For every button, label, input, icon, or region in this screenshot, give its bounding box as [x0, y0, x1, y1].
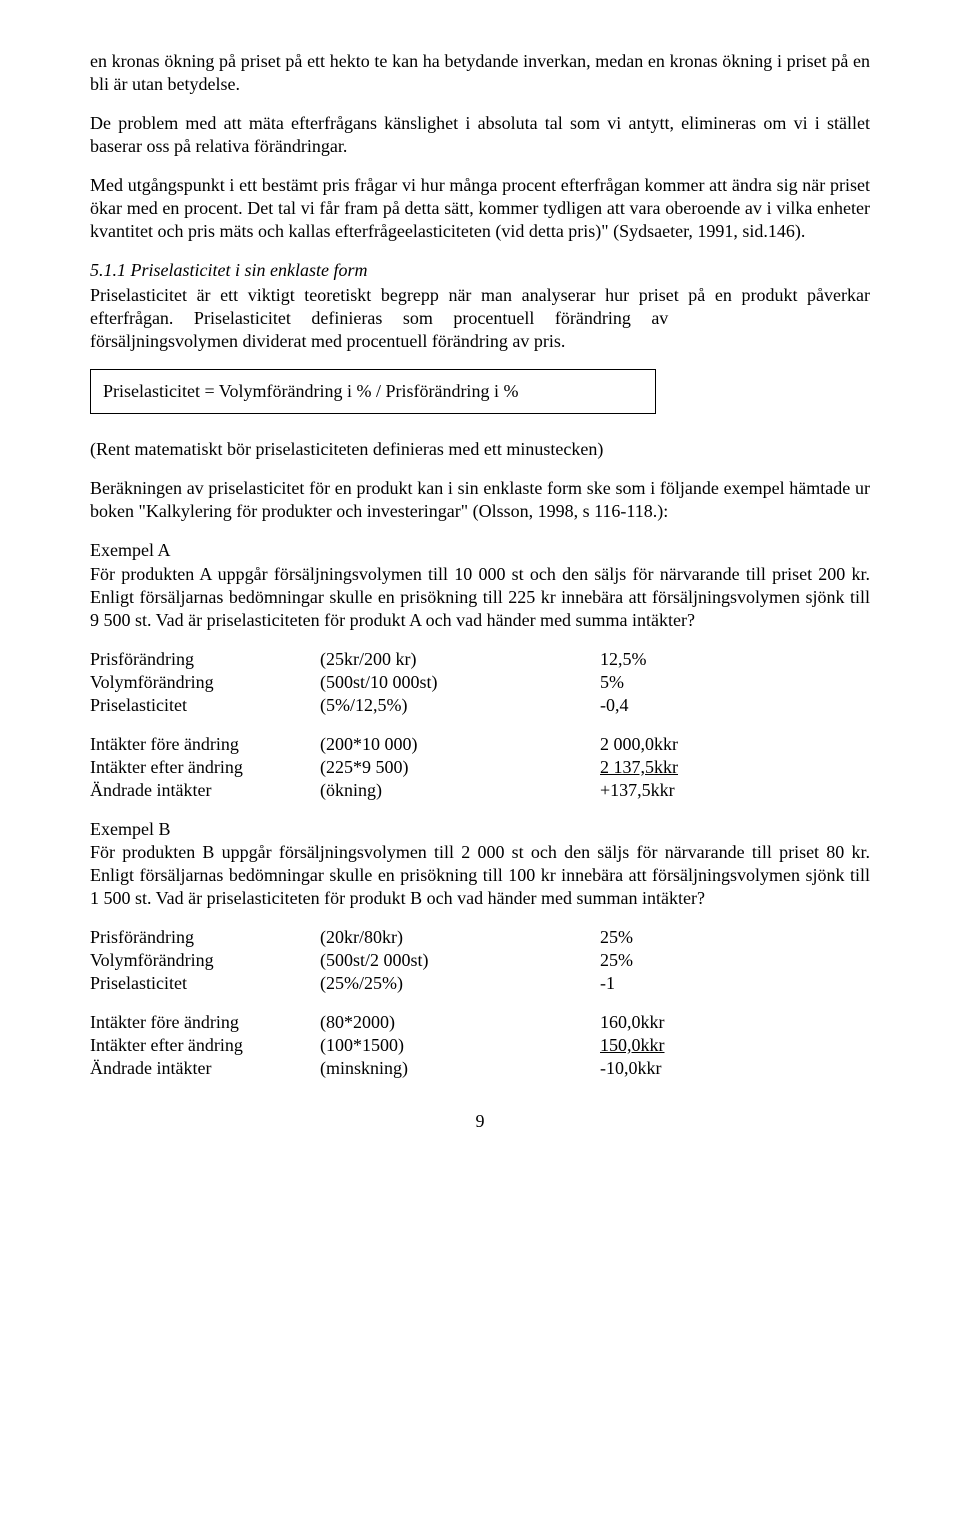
- calc-table-b1: Prisförändring (20kr/80kr) 25% Volymförä…: [90, 926, 870, 995]
- cell-calc: (5%/12,5%): [320, 694, 600, 717]
- cell-value: 5%: [600, 671, 870, 694]
- cell-label: Prisförändring: [90, 926, 320, 949]
- cell-calc: (minskning): [320, 1057, 600, 1080]
- text-run: Priselasticitet är ett viktigt teoretisk…: [90, 285, 807, 305]
- cell-label: Intäkter före ändring: [90, 1011, 320, 1034]
- table-row: Intäkter före ändring (200*10 000) 2 000…: [90, 733, 870, 756]
- cell-value: 2 000,0kkr: [600, 733, 870, 756]
- example-intro: För produkten A uppgår försäljningsvolym…: [90, 563, 870, 632]
- page-number: 9: [90, 1110, 870, 1133]
- cell-value: -10,0kkr: [600, 1057, 870, 1080]
- cell-calc: (100*1500): [320, 1034, 600, 1057]
- table-row: Intäkter efter ändring (100*1500) 150,0k…: [90, 1034, 870, 1057]
- example-intro: För produkten B uppgår försäljningsvolym…: [90, 841, 870, 910]
- cell-value: 25%: [600, 926, 870, 949]
- cell-calc: (20kr/80kr): [320, 926, 600, 949]
- cell-value: 150,0kkr: [600, 1034, 870, 1057]
- cell-label: Intäkter efter ändring: [90, 1034, 320, 1057]
- cell-value: -0,4: [600, 694, 870, 717]
- underlined-value: 150,0kkr: [600, 1035, 665, 1055]
- table-row: Priselasticitet (25%/25%) -1: [90, 972, 870, 995]
- formula-text: Priselasticitet = Volymförändring i % / …: [103, 381, 518, 401]
- text-run: påverkar: [807, 285, 870, 305]
- table-row: Intäkter före ändring (80*2000) 160,0kkr: [90, 1011, 870, 1034]
- cell-calc: (25kr/200 kr): [320, 648, 600, 671]
- cell-calc: (500st/10 000st): [320, 671, 600, 694]
- cell-label: Intäkter före ändring: [90, 733, 320, 756]
- example-title: Exempel A: [90, 539, 870, 562]
- table-row: Ändrade intäkter (ökning) +137,5kkr: [90, 779, 870, 802]
- formula-box: Priselasticitet = Volymförändring i % / …: [90, 369, 656, 414]
- table-row: Prisförändring (25kr/200 kr) 12,5%: [90, 648, 870, 671]
- table-row: Prisförändring (20kr/80kr) 25%: [90, 926, 870, 949]
- cell-label: Prisförändring: [90, 648, 320, 671]
- calc-table-a1: Prisförändring (25kr/200 kr) 12,5% Volym…: [90, 648, 870, 717]
- cell-calc: (25%/25%): [320, 972, 600, 995]
- cell-label: Volymförändring: [90, 671, 320, 694]
- table-row: Volymförändring (500st/10 000st) 5%: [90, 671, 870, 694]
- document-page: en kronas ökning på priset på ett hekto …: [0, 0, 960, 1173]
- cell-calc: (80*2000): [320, 1011, 600, 1034]
- cell-calc: (500st/2 000st): [320, 949, 600, 972]
- calc-table-a2: Intäkter före ändring (200*10 000) 2 000…: [90, 733, 870, 802]
- paragraph: Beräkningen av priselasticitet för en pr…: [90, 477, 870, 523]
- cell-value: 2 137,5kkr: [600, 756, 870, 779]
- cell-value: +137,5kkr: [600, 779, 870, 802]
- cell-label: Ändrade intäkter: [90, 1057, 320, 1080]
- table-row: Volymförändring (500st/2 000st) 25%: [90, 949, 870, 972]
- text-run: efterfrågan. Priselasticitet definieras …: [90, 308, 668, 328]
- calc-table-b2: Intäkter före ändring (80*2000) 160,0kkr…: [90, 1011, 870, 1080]
- cell-label: Intäkter efter ändring: [90, 756, 320, 779]
- cell-value: 160,0kkr: [600, 1011, 870, 1034]
- paragraph: De problem med att mäta efterfrågans kän…: [90, 112, 870, 158]
- table-row: Intäkter efter ändring (225*9 500) 2 137…: [90, 756, 870, 779]
- cell-calc: (ökning): [320, 779, 600, 802]
- cell-calc: (225*9 500): [320, 756, 600, 779]
- cell-calc: (200*10 000): [320, 733, 600, 756]
- paragraph: en kronas ökning på priset på ett hekto …: [90, 50, 870, 96]
- cell-label: Priselasticitet: [90, 972, 320, 995]
- note: (Rent matematiskt bör priselasticiteten …: [90, 438, 870, 461]
- paragraph: Med utgångspunkt i ett bestämt pris fråg…: [90, 174, 870, 243]
- paragraph: Priselasticitet är ett viktigt teoretisk…: [90, 284, 870, 353]
- table-row: Ändrade intäkter (minskning) -10,0kkr: [90, 1057, 870, 1080]
- example-title: Exempel B: [90, 818, 870, 841]
- cell-label: Ändrade intäkter: [90, 779, 320, 802]
- underlined-value: 2 137,5kkr: [600, 757, 678, 777]
- table-row: Priselasticitet (5%/12,5%) -0,4: [90, 694, 870, 717]
- cell-value: -1: [600, 972, 870, 995]
- cell-label: Priselasticitet: [90, 694, 320, 717]
- cell-value: 25%: [600, 949, 870, 972]
- text-run: försäljningsvolymen dividerat med procen…: [90, 331, 565, 351]
- cell-value: 12,5%: [600, 648, 870, 671]
- cell-label: Volymförändring: [90, 949, 320, 972]
- section-heading: 5.1.1 Priselasticitet i sin enklaste for…: [90, 259, 870, 282]
